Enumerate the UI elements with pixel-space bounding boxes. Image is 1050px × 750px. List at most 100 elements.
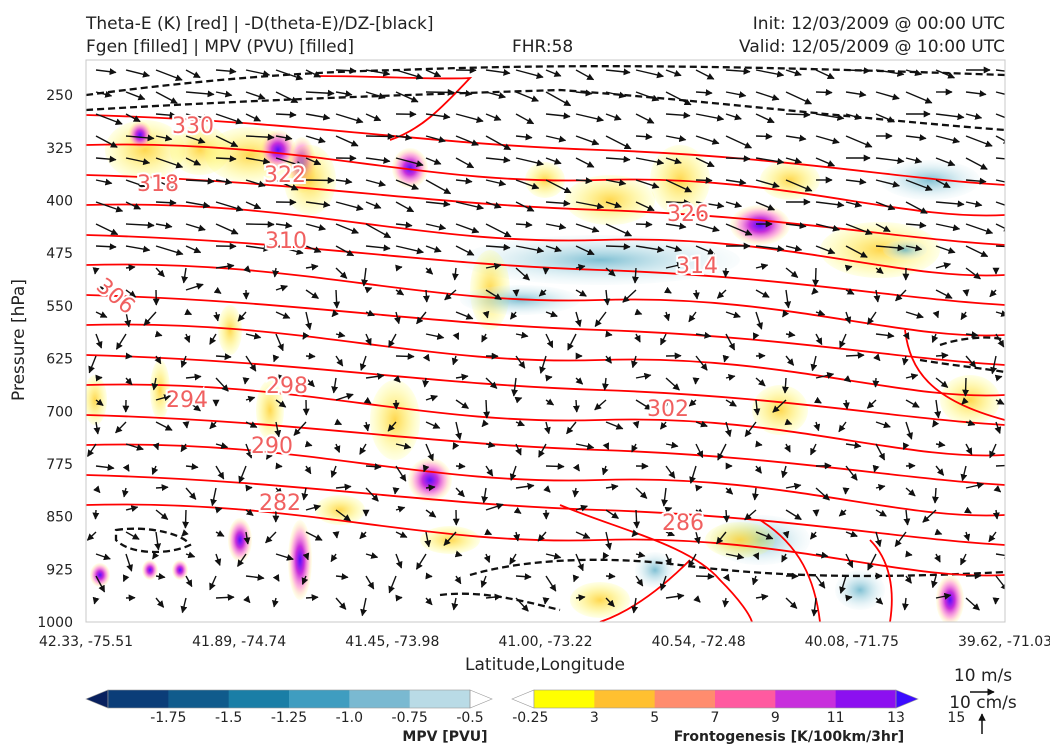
wind-vector [95, 333, 103, 349]
x-tick-label: 40.08, -71.75 [805, 634, 899, 650]
wind-vector [872, 377, 880, 388]
wind-vector [903, 509, 911, 526]
wind-vector [485, 503, 504, 511]
wind-vector [185, 177, 215, 185]
wind-vector [395, 245, 424, 255]
wind-vector [155, 157, 184, 169]
wind-vector [155, 509, 169, 520]
colorbar-tick-label: 5 [650, 710, 659, 726]
wind-vector [695, 113, 725, 122]
filled-contour [565, 175, 655, 225]
wind-vector [125, 157, 151, 166]
wind-vector [424, 531, 432, 548]
wind-vector [575, 69, 595, 81]
wind-vector [605, 572, 616, 580]
wind-vector [875, 91, 900, 101]
wind-vector [695, 245, 716, 255]
wind-vector [815, 135, 840, 145]
wind-vector [455, 373, 469, 381]
wind-vector [305, 352, 316, 360]
wind-vector [515, 179, 540, 190]
wind-vector [545, 69, 562, 77]
wind-vector [215, 201, 244, 212]
wind-vector [894, 531, 907, 547]
colorbar-segment [168, 690, 230, 708]
wind-vector [693, 531, 701, 545]
wind-vector [425, 332, 445, 340]
wind-vector [151, 465, 159, 475]
wind-vector [152, 551, 160, 560]
wind-vector [455, 311, 474, 320]
wind-vector [995, 223, 1005, 232]
wind-vector [785, 222, 807, 230]
wind-vector [365, 113, 382, 122]
wind-vector [815, 487, 830, 501]
wind-vector [902, 442, 910, 451]
wind-vector [485, 91, 506, 99]
y-tick-label: 250 [46, 88, 73, 104]
wind-vector [425, 69, 442, 78]
wind-vector [210, 487, 218, 507]
wind-vector [265, 443, 277, 460]
wind-vector [155, 394, 172, 401]
theta-e-label: 310 [265, 229, 307, 254]
wind-vector [305, 69, 322, 78]
wind-vector [515, 331, 529, 339]
wind-vector [813, 396, 822, 404]
wind-vector [545, 199, 571, 207]
wind-vector [242, 377, 250, 385]
wind-vector [422, 464, 430, 473]
wind-vector [935, 377, 949, 388]
wind-vector [989, 289, 997, 298]
wind-vector [905, 550, 913, 558]
wind-vector [575, 245, 595, 256]
wind-vector [633, 509, 641, 529]
wind-vector [425, 267, 434, 275]
wind-vector [272, 267, 280, 278]
wind-vector [812, 267, 820, 287]
wind-vector [275, 311, 291, 319]
wind-vector [575, 377, 584, 385]
wind-vector [365, 201, 382, 209]
wind-vector [365, 132, 395, 140]
wind-vector [359, 443, 367, 455]
wind-vector [755, 69, 785, 78]
wind-vector [215, 442, 229, 449]
wind-vector [895, 289, 907, 302]
wind-vector [511, 377, 519, 397]
wind-vector [815, 113, 845, 121]
wind-reference-vertical: 10 cm/s [949, 693, 1017, 713]
wind-vector [935, 262, 952, 269]
wind-vector [215, 135, 239, 148]
wind-vector [115, 333, 127, 350]
wind-vector [755, 593, 769, 601]
wind-vector [154, 355, 162, 365]
wind-vector [545, 179, 572, 194]
wind-vector [422, 377, 430, 388]
wind-vector [395, 288, 405, 296]
wind-vector [905, 134, 927, 142]
wind-vector [215, 593, 235, 601]
wind-vector [782, 530, 790, 539]
x-tick-label: 41.89, -74.74 [192, 634, 286, 650]
wind-vector [125, 553, 133, 572]
wind-vector [515, 597, 529, 612]
wind-vector [875, 266, 884, 275]
wind-vector [451, 355, 459, 366]
wind-vector [181, 267, 189, 284]
wind-vector [513, 506, 522, 514]
wind-vector [155, 267, 165, 278]
wind-vector [838, 509, 847, 517]
wind-vector [365, 487, 379, 502]
wind-vector [594, 399, 607, 411]
wind-vector [185, 551, 196, 559]
wind-vector [514, 396, 523, 404]
colorbar-tick-label: -0.75 [392, 710, 428, 726]
wind-vector [635, 133, 653, 141]
wind-vector [455, 487, 465, 498]
theta-e-label: 298 [266, 374, 308, 399]
wind-vector [659, 575, 667, 591]
colorbar-frame [107, 689, 471, 709]
wind-vector [215, 67, 237, 75]
wind-vector [785, 482, 802, 490]
